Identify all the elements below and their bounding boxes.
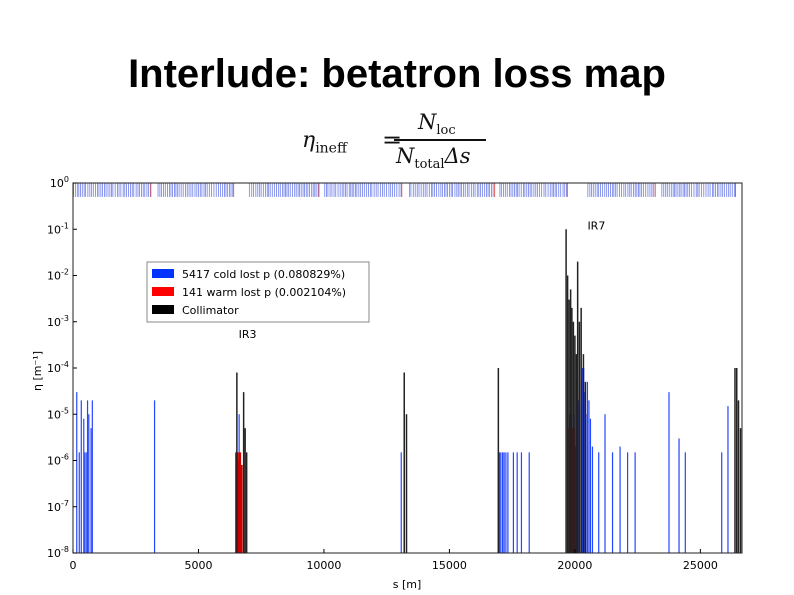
efficiency-formula: ηineff = Nloc NtotalΔs (296, 108, 496, 172)
x-tick-label: 20000 (557, 559, 592, 572)
formula-numerator: Nloc (418, 110, 456, 139)
legend: 5417 cold lost p (0.080829%) 141 warm los… (146, 261, 370, 323)
y-tick-label: 100 (50, 176, 69, 190)
axis-ticks: 0 5000 10000 15000 20000 25000 10-8 10-7 10-6 10-… (47, 176, 718, 572)
legend-label: 5417 cold lost p (0.080829%) (182, 268, 345, 281)
x-axis-label: s [m] (393, 578, 422, 591)
y-tick-label: 10-4 (47, 360, 69, 375)
legend-swatch (152, 305, 174, 314)
annotation-ir7: IR7 (587, 219, 605, 232)
loss-map-chart: 0 5000 10000 15000 20000 25000 10-8 10-7 10-6 10-… (31, 176, 743, 591)
legend-label: 141 warm lost p (0.002104%) (182, 286, 346, 299)
annotation-ir3: IR3 (239, 328, 257, 341)
y-axis-label: η [m⁻¹] (31, 351, 44, 391)
formula-equals: = (382, 126, 403, 154)
y-tick-label: 10-8 (47, 545, 69, 560)
y-tick-label: 10-3 (47, 314, 69, 329)
y-tick-label: 10-7 (47, 499, 69, 514)
loss-bars (76, 229, 742, 553)
y-tick-label: 10-2 (47, 268, 69, 283)
legend-swatch (152, 269, 174, 278)
y-tick-label: 10-5 (47, 406, 69, 421)
aperture-band (73, 183, 737, 197)
x-tick-label: 15000 (432, 559, 467, 572)
formula-lhs: ηineff (302, 128, 347, 157)
y-tick-label: 10-1 (47, 221, 69, 236)
x-tick-label: 5000 (184, 559, 212, 572)
annotations: IR7 IR3 (239, 219, 606, 341)
formula-fraction-bar (394, 139, 486, 141)
formula-denominator: NtotalΔs (396, 144, 471, 173)
legend-swatch (152, 287, 174, 296)
y-tick-label: 10-6 (47, 453, 69, 468)
x-tick-label: 0 (70, 559, 77, 572)
legend-box (146, 261, 370, 323)
x-tick-label: 25000 (683, 559, 718, 572)
slide-title: Interlude: betatron loss map (128, 52, 666, 96)
plot-frame (72, 182, 743, 554)
x-tick-label: 10000 (306, 559, 341, 572)
legend-label: Collimator (182, 304, 239, 317)
